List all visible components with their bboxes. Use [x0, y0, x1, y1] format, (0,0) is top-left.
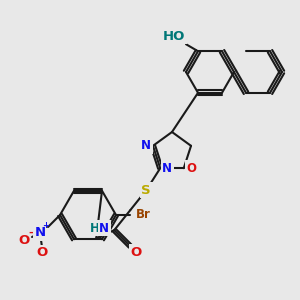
- Text: O: O: [187, 162, 197, 175]
- Text: S: S: [141, 184, 151, 197]
- Text: O: O: [130, 246, 142, 259]
- Text: N: N: [34, 226, 46, 239]
- Text: O: O: [18, 235, 30, 248]
- Text: N: N: [99, 222, 109, 235]
- Text: O: O: [36, 247, 48, 260]
- Text: Br: Br: [136, 208, 150, 221]
- Text: +: +: [43, 221, 50, 230]
- Text: N: N: [162, 162, 172, 175]
- Text: -: -: [29, 228, 33, 238]
- Text: N: N: [141, 139, 151, 152]
- Text: H: H: [90, 222, 100, 235]
- Text: HO: HO: [163, 30, 185, 43]
